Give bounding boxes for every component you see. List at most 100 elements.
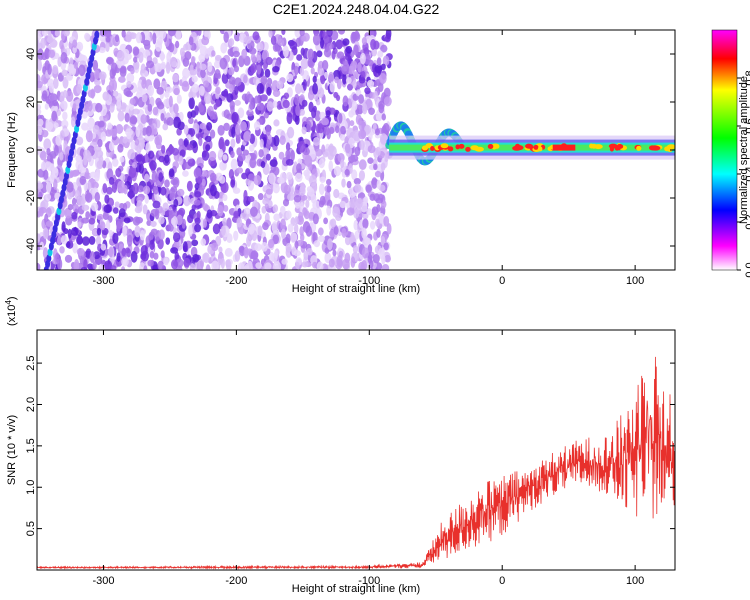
spectrogram-xlabel: Height of straight line (km)	[292, 283, 420, 295]
spectrogram-cell	[59, 39, 64, 50]
spectrogram-cell	[158, 172, 164, 182]
spectrogram-cell	[384, 153, 389, 163]
y-tick-label: 1.0	[25, 480, 37, 495]
spectrogram-cell	[183, 137, 189, 148]
colorbar-gradient	[711, 29, 738, 271]
snr-multiplier-base: (x10	[6, 305, 18, 326]
spectrogram-cell	[250, 63, 257, 74]
spectrogram-cell	[89, 171, 98, 178]
spectrogram-cell	[369, 30, 375, 37]
spectrogram-cell	[188, 224, 193, 237]
spectrogram-cell	[253, 174, 262, 186]
spectrogram-cell	[39, 150, 47, 161]
spectrogram-cell	[61, 119, 69, 129]
spectrogram-cell	[382, 55, 390, 66]
spectrogram-cell	[209, 129, 216, 139]
spectrogram-cell	[230, 150, 235, 159]
spectrogram-cell	[100, 131, 107, 142]
spectrogram-cell	[199, 45, 208, 57]
spectrogram-cell	[198, 85, 205, 96]
spectrogram-cell	[75, 155, 82, 163]
spectrogram-cell	[232, 187, 241, 194]
spectrogram-cell	[141, 250, 149, 262]
spectrogram-cell	[240, 212, 248, 220]
spectrogram-cell	[93, 84, 102, 94]
spectrogram-cell	[266, 86, 272, 96]
spectrogram-cell	[165, 86, 173, 94]
spectrogram-cell	[307, 48, 314, 61]
line-peak	[537, 146, 543, 152]
spectrogram-cell	[344, 169, 350, 176]
spectrogram-cell	[349, 197, 355, 210]
spectrogram-cell	[166, 51, 172, 63]
spectrogram-cell	[333, 91, 339, 99]
spectrogram-cell	[299, 108, 306, 116]
spectrogram-cell	[332, 206, 341, 218]
spectrogram-cell	[341, 64, 350, 75]
snr-multiplier: (x104)	[4, 296, 18, 326]
spectrogram-cell	[318, 200, 325, 208]
colorbar-ticks: 0.0 0.2 0.4 0.6 0.8	[737, 70, 750, 278]
line-peak	[593, 144, 603, 150]
spectrogram-cell	[224, 139, 230, 147]
spectrogram-cell	[202, 218, 207, 228]
spectrogram-x-ticks: -300 -200 -100 0 100	[92, 30, 644, 287]
spectrogram-cell	[130, 67, 135, 75]
spectrogram-cell	[141, 94, 148, 103]
spectrogram-cell	[236, 136, 241, 144]
spectrogram-cell	[44, 161, 52, 169]
spectrogram-cell	[339, 133, 346, 141]
spectrogram-cell	[158, 155, 165, 163]
spectrogram-cell	[136, 200, 143, 212]
colorbar-tick-label: 0.6	[744, 118, 750, 133]
spectrogram-cell	[158, 30, 167, 40]
spectrogram-cell	[233, 32, 241, 42]
spectrogram-cell	[245, 178, 251, 185]
spectrogram-cell	[37, 118, 44, 127]
line-peak	[487, 143, 494, 149]
spectrogram-cell	[272, 204, 279, 213]
spectrogram-cell	[188, 97, 195, 110]
snr-frame	[36, 329, 676, 571]
spectrogram-cell	[326, 185, 332, 193]
spectrogram-cell	[286, 112, 293, 125]
spectrogram-cell	[379, 133, 388, 145]
spectrogram-cell	[71, 211, 78, 220]
spectrogram-cell	[98, 47, 106, 54]
spectrogram-cell	[289, 40, 298, 50]
spectrogram-cell	[354, 183, 362, 193]
spectrogram-cell	[348, 110, 354, 118]
spectrogram-cell	[42, 227, 49, 240]
spectrogram-cell	[237, 107, 245, 119]
colorbar-tick-label: 0.0	[744, 262, 750, 277]
spectrogram-cell	[150, 220, 157, 228]
spectrogram-cell	[333, 188, 340, 199]
spectrogram-cell	[301, 126, 307, 135]
spectrogram-cell	[213, 103, 218, 110]
spectrogram-cell	[52, 77, 59, 90]
spectrogram-cell	[371, 206, 379, 216]
spectrogram-cell	[173, 103, 179, 114]
spectrogram-cell	[194, 217, 201, 225]
snr-multiplier-exponent: 4	[4, 300, 13, 305]
spectrogram-cell	[304, 171, 310, 181]
spectrogram-cell	[265, 138, 271, 150]
spectrogram-cell	[347, 83, 354, 91]
spectrogram-cell	[85, 130, 93, 143]
spectrogram-cell	[115, 218, 124, 229]
spectrogram-cell	[268, 172, 276, 185]
spectrogram-cell	[375, 197, 384, 204]
spectrogram-cell	[223, 204, 229, 212]
spectrogram-cell	[364, 87, 371, 95]
spectrogram-cell	[273, 261, 282, 270]
spectrogram-cell	[183, 257, 191, 268]
line-peak	[440, 143, 449, 149]
spectrogram-cell	[45, 193, 52, 201]
spectrogram-cell	[202, 252, 210, 264]
spectrogram-cell	[89, 251, 95, 263]
snr-panel: -300 -200 -100 0 100 0.5 1.0 1.5 2.0 2.5 Height …	[4, 296, 676, 595]
spectrogram-cell	[183, 195, 191, 207]
spectrogram-cell	[349, 120, 355, 127]
spectrogram-cell	[243, 36, 252, 44]
spectrogram-cell	[294, 216, 299, 225]
